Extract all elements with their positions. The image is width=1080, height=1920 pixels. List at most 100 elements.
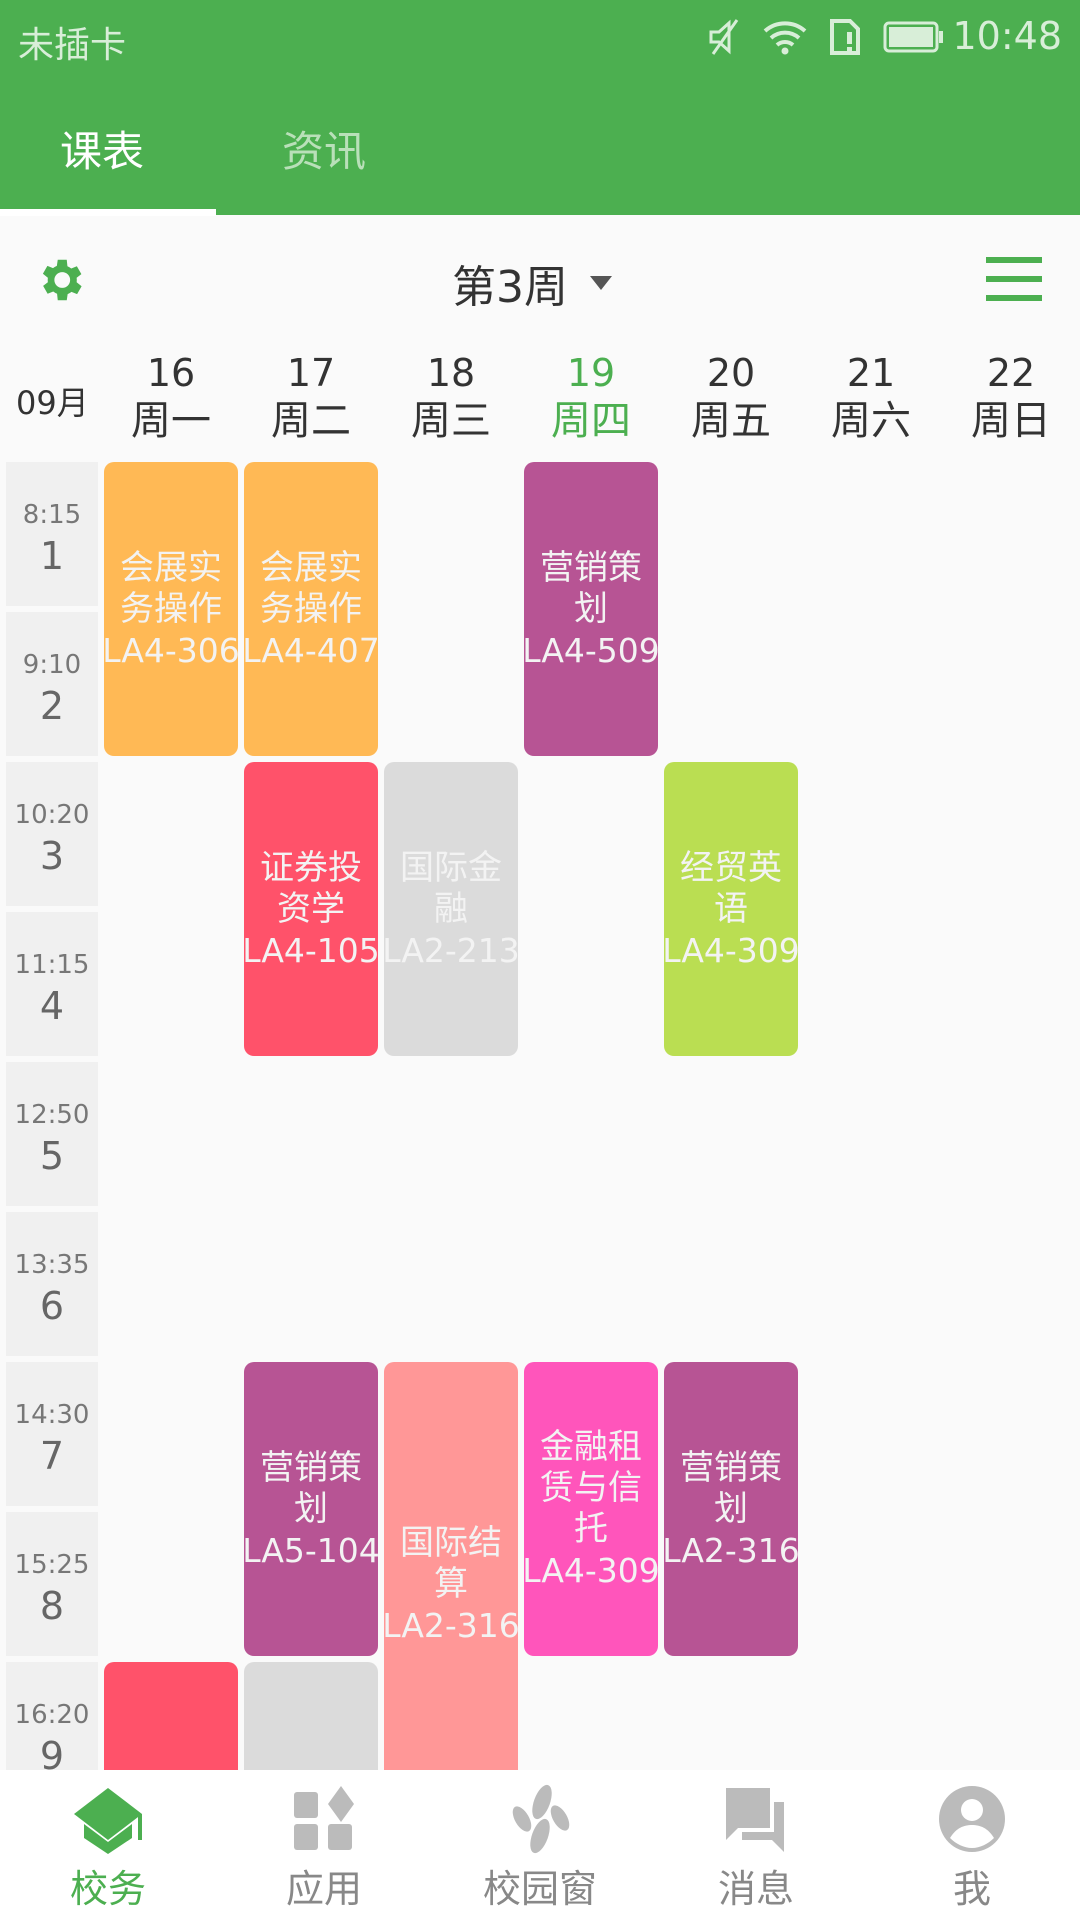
course-card[interactable]: 会展实务操作 LA4-407 (244, 462, 378, 756)
period-number: 6 (39, 1284, 65, 1328)
course-room: LA4-309 (524, 1551, 658, 1590)
course-room: LA4-306 (104, 630, 238, 670)
period-number: 4 (39, 984, 65, 1028)
period-time: 16:20 (14, 1700, 90, 1730)
course-card[interactable]: 经贸英语 LA4-309 (664, 762, 798, 1056)
caret-down-icon (590, 276, 612, 290)
period-time: 11:15 (14, 950, 90, 980)
day-date: 21 (846, 351, 896, 395)
course-name: 营销策划 (680, 1447, 782, 1529)
sim-icon (830, 19, 860, 55)
nav-apps[interactable]: 应用 (216, 1770, 432, 1920)
nav-me[interactable]: 我 (864, 1770, 1080, 1920)
course-name: 经贸英语 (680, 847, 782, 929)
gear-icon[interactable] (33, 253, 87, 307)
day-header: 22 周日 (941, 350, 1080, 446)
course-card[interactable]: 会展实务操作 LA4-306 (104, 462, 238, 756)
course-card[interactable]: 商品学 (244, 1662, 378, 1770)
tab-news[interactable]: 资讯 (282, 127, 367, 176)
week-selector[interactable]: 第3周 (452, 251, 612, 315)
period-time: 9:10 (22, 650, 82, 680)
nav-messages[interactable]: 消息 (648, 1770, 864, 1920)
day-weekday: 周四 (551, 398, 631, 444)
period-slot: 16:20 9 (6, 1662, 98, 1770)
course-card[interactable]: 营销策划 LA2-316 (664, 1362, 798, 1656)
wifi-icon (763, 21, 807, 55)
carrier-text: 未插卡 (18, 25, 127, 66)
period-slot: 8:15 1 (6, 462, 98, 606)
day-header: 21 周六 (801, 350, 941, 446)
person-icon (939, 1786, 1005, 1852)
course-name: 金融租赁与信托 (540, 1427, 642, 1549)
period-number: 9 (39, 1734, 65, 1770)
day-date: 17 (286, 351, 336, 395)
period-number: 1 (39, 534, 65, 578)
course-card[interactable]: 证券投资学 LA4-105 (244, 762, 378, 1056)
nav-campus[interactable]: 校园窗 (432, 1770, 648, 1920)
course-card[interactable]: 营销策划 LA5-104 (244, 1362, 378, 1656)
course-name: 证券投资学 (260, 847, 362, 929)
day-header: 20 周五 (661, 350, 801, 446)
period-slot: 9:10 2 (6, 612, 98, 756)
clock: 10:48 (952, 14, 1062, 58)
tab-indicator (0, 209, 216, 216)
period-number: 2 (39, 684, 65, 728)
week-label: 第3周 (452, 262, 568, 313)
day-header: 19 周四 (521, 350, 661, 446)
menu-icon[interactable] (986, 257, 1042, 314)
period-slot: 12:50 5 (6, 1062, 98, 1206)
course-card[interactable]: 证券投 (104, 1662, 238, 1770)
day-weekday: 周日 (971, 398, 1051, 444)
day-date: 16 (146, 351, 196, 395)
nav-label: 应用 (285, 1867, 362, 1911)
period-number: 3 (39, 834, 65, 878)
period-time: 10:20 (14, 800, 90, 830)
day-weekday: 周二 (271, 398, 351, 444)
app-header: 未插卡 10:48 课表 资讯 (0, 0, 1080, 216)
battery-icon (883, 21, 943, 53)
course-card[interactable]: 营销策划 LA4-509 (524, 462, 658, 756)
nav-academic[interactable]: 校务 (0, 1770, 216, 1920)
nav-label: 我 (952, 1867, 991, 1911)
course-name: 会展实务操作 (120, 547, 222, 629)
period-slot: 10:20 3 (6, 762, 98, 906)
course-room: LA4-105 (244, 930, 378, 970)
course-card[interactable]: 国际结算 LA2-316 (384, 1362, 518, 1770)
nav-label: 校园窗 (482, 1867, 597, 1911)
course-room: LA2-316 (664, 1530, 798, 1570)
course-room: LA5-104 (244, 1530, 378, 1570)
period-slot: 13:35 6 (6, 1212, 98, 1356)
period-slot: 14:30 7 (6, 1362, 98, 1506)
status-bar: 未插卡 10:48 (0, 0, 1080, 78)
period-time: 12:50 (14, 1100, 90, 1130)
period-slot: 15:25 8 (6, 1512, 98, 1656)
day-date: 19 (566, 351, 616, 395)
graduation-cap-icon (74, 1788, 142, 1854)
nav-label: 校务 (69, 1867, 146, 1911)
chat-icon (726, 1788, 784, 1852)
period-time: 13:35 (14, 1250, 90, 1280)
course-card[interactable]: 国际金融 LA2-213 (384, 762, 518, 1056)
course-room: LA4-509 (524, 630, 658, 670)
period-time: 8:15 (22, 500, 82, 530)
day-header: 17 周二 (241, 350, 381, 446)
course-name: 国际结算 (400, 1522, 502, 1604)
course-room: LA4-309 (664, 930, 798, 970)
course-card[interactable]: 金融租赁与信托 LA4-309 (524, 1362, 658, 1656)
period-slot: 11:15 4 (6, 912, 98, 1056)
day-date: 22 (986, 351, 1036, 395)
day-header: 18 周三 (381, 350, 521, 446)
day-date: 18 (426, 351, 476, 395)
day-date: 20 (706, 351, 756, 395)
nav-label: 消息 (717, 1867, 794, 1911)
day-weekday: 周三 (411, 398, 491, 444)
day-weekday: 周五 (691, 398, 771, 444)
bottom-nav: 校务 应用 校园窗 消息 我 (0, 1770, 1080, 1920)
period-time: 14:30 (14, 1400, 90, 1430)
day-weekday: 周六 (831, 398, 911, 444)
day-header: 16 周一 (101, 350, 241, 446)
schedule-grid: 8:15 1 9:10 2 10:20 3 11:15 4 12:50 5 13:35 6 14:30 7… (0, 462, 1080, 1770)
tab-schedule[interactable]: 课表 (60, 127, 145, 176)
pinwheel-icon (512, 1784, 570, 1854)
day-weekday: 周一 (131, 398, 211, 444)
